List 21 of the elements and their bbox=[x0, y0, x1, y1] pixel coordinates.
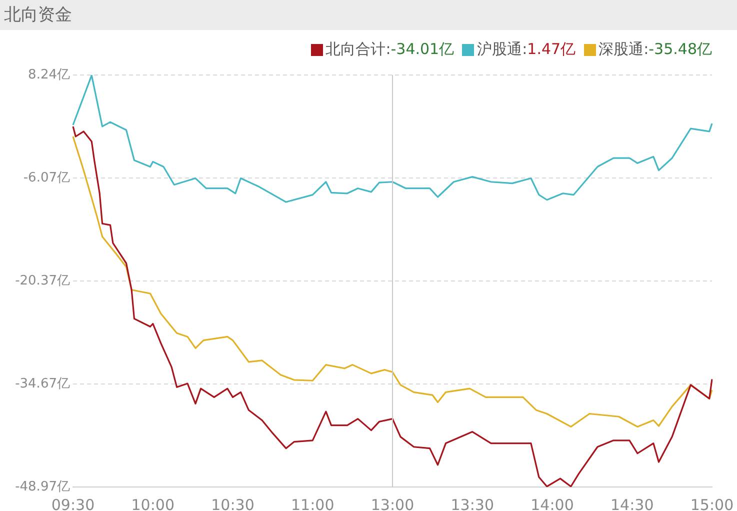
x-tick-label: 14:30 bbox=[610, 496, 654, 511]
x-tick-label: 09:30 bbox=[51, 496, 95, 511]
text: 1.47亿 bbox=[527, 40, 576, 59]
text: -34.01亿 bbox=[390, 40, 454, 59]
y-tick-label: -48.97亿 bbox=[15, 479, 70, 494]
legend-label: 沪股通: bbox=[477, 40, 528, 59]
legend-label: 深股通: bbox=[598, 40, 649, 59]
x-tick-label: 14:00 bbox=[530, 496, 574, 511]
y-tick-label: -20.37亿 bbox=[15, 273, 70, 288]
x-tick-label: 15:00 bbox=[690, 496, 734, 511]
x-tick-label: 13:00 bbox=[370, 496, 414, 511]
y-tick-label: -6.07亿 bbox=[23, 170, 70, 186]
text: -35.48亿 bbox=[648, 40, 712, 59]
legend-label: 北向合计: bbox=[326, 40, 391, 59]
x-tick-label: 10:30 bbox=[211, 496, 254, 511]
y-tick-label: 8.24亿 bbox=[28, 67, 70, 82]
x-tick-label: 13:30 bbox=[450, 496, 494, 511]
x-tick-label: 10:00 bbox=[131, 496, 174, 511]
x-tick-label: 11:00 bbox=[291, 496, 334, 511]
chart-title: 北向资金 bbox=[0, 0, 737, 30]
y-tick-label: -34.67亿 bbox=[15, 376, 70, 392]
